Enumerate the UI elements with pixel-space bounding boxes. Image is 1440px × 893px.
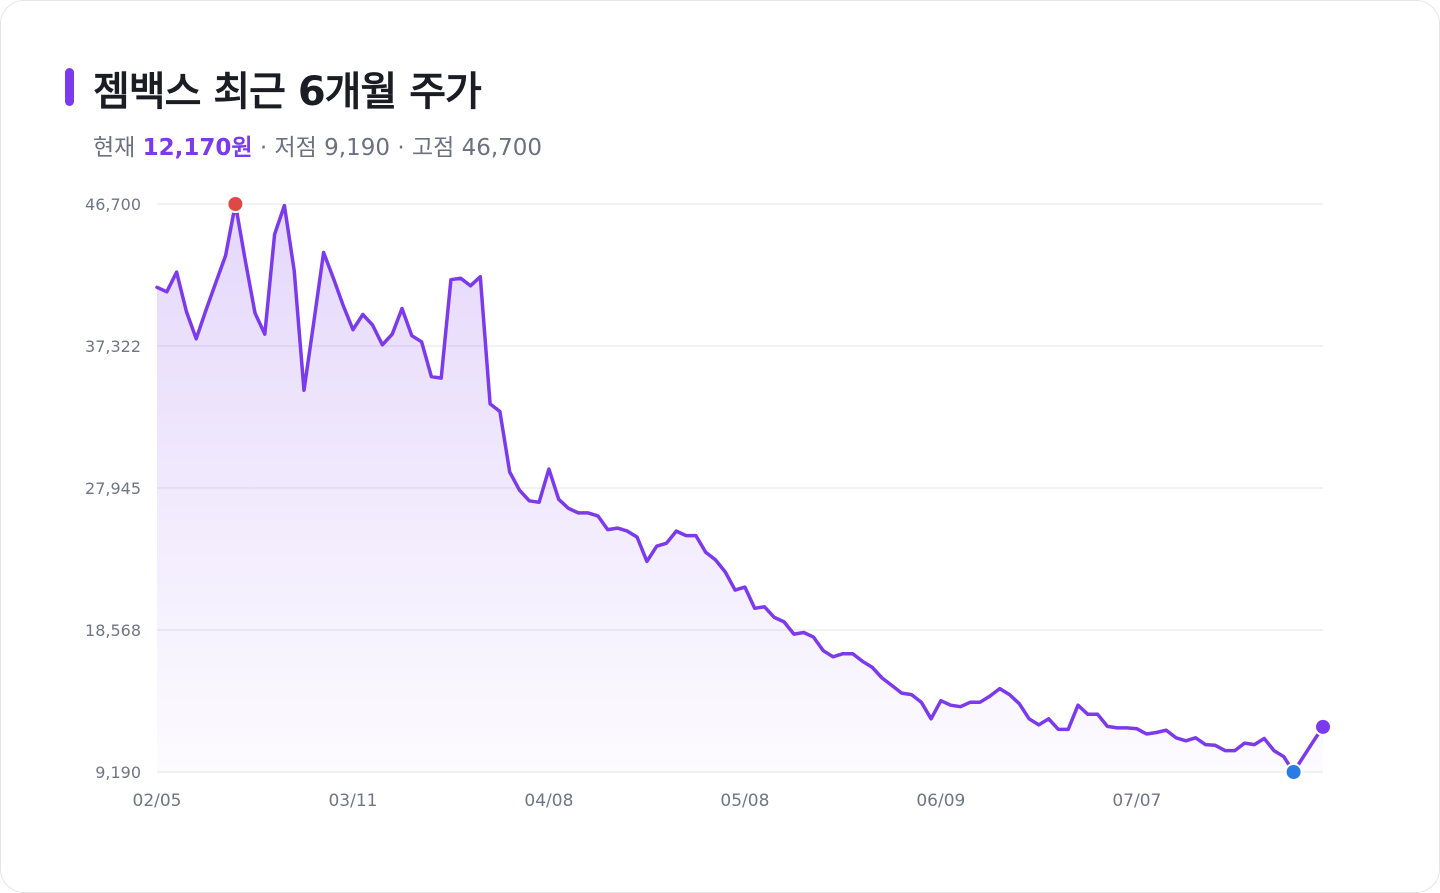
y-tick-label: 37,322 [85, 337, 141, 356]
current-label: 현재 [93, 135, 136, 161]
x-tick-label: 04/08 [524, 791, 573, 811]
y-tick-label: 27,945 [85, 479, 141, 498]
y-tick-label: 9,190 [95, 763, 141, 782]
area-fill [157, 204, 1323, 772]
chart-title: 젬백스 최근 6개월 주가 [93, 69, 482, 115]
x-tick-label: 05/08 [720, 791, 769, 811]
low-label: 저점 [274, 135, 317, 161]
current-price: 12,170원 [142, 135, 253, 161]
x-tick-label: 07/07 [1112, 791, 1161, 811]
x-tick-label: 06/09 [916, 791, 965, 811]
title-accent-bar [65, 68, 74, 106]
high-point-marker [226, 195, 245, 213]
high-label: 고점 [411, 135, 455, 161]
y-tick-label: 18,568 [85, 621, 141, 640]
price-summary: 현재 12,170원 · 저점 9,190 · 고점 46,700 [93, 128, 542, 162]
separator-dot: · [259, 135, 268, 161]
current-point-marker [1314, 717, 1332, 736]
y-tick-label: 46,700 [85, 195, 141, 214]
x-tick-label: 03/11 [328, 791, 377, 811]
separator-dot: · [397, 135, 405, 161]
low-point-marker [1284, 763, 1303, 781]
high-price: 46,700 [461, 135, 543, 161]
low-price: 9,190 [324, 135, 390, 161]
price-line [155, 202, 1325, 774]
x-tick-label: 02/05 [133, 791, 182, 811]
